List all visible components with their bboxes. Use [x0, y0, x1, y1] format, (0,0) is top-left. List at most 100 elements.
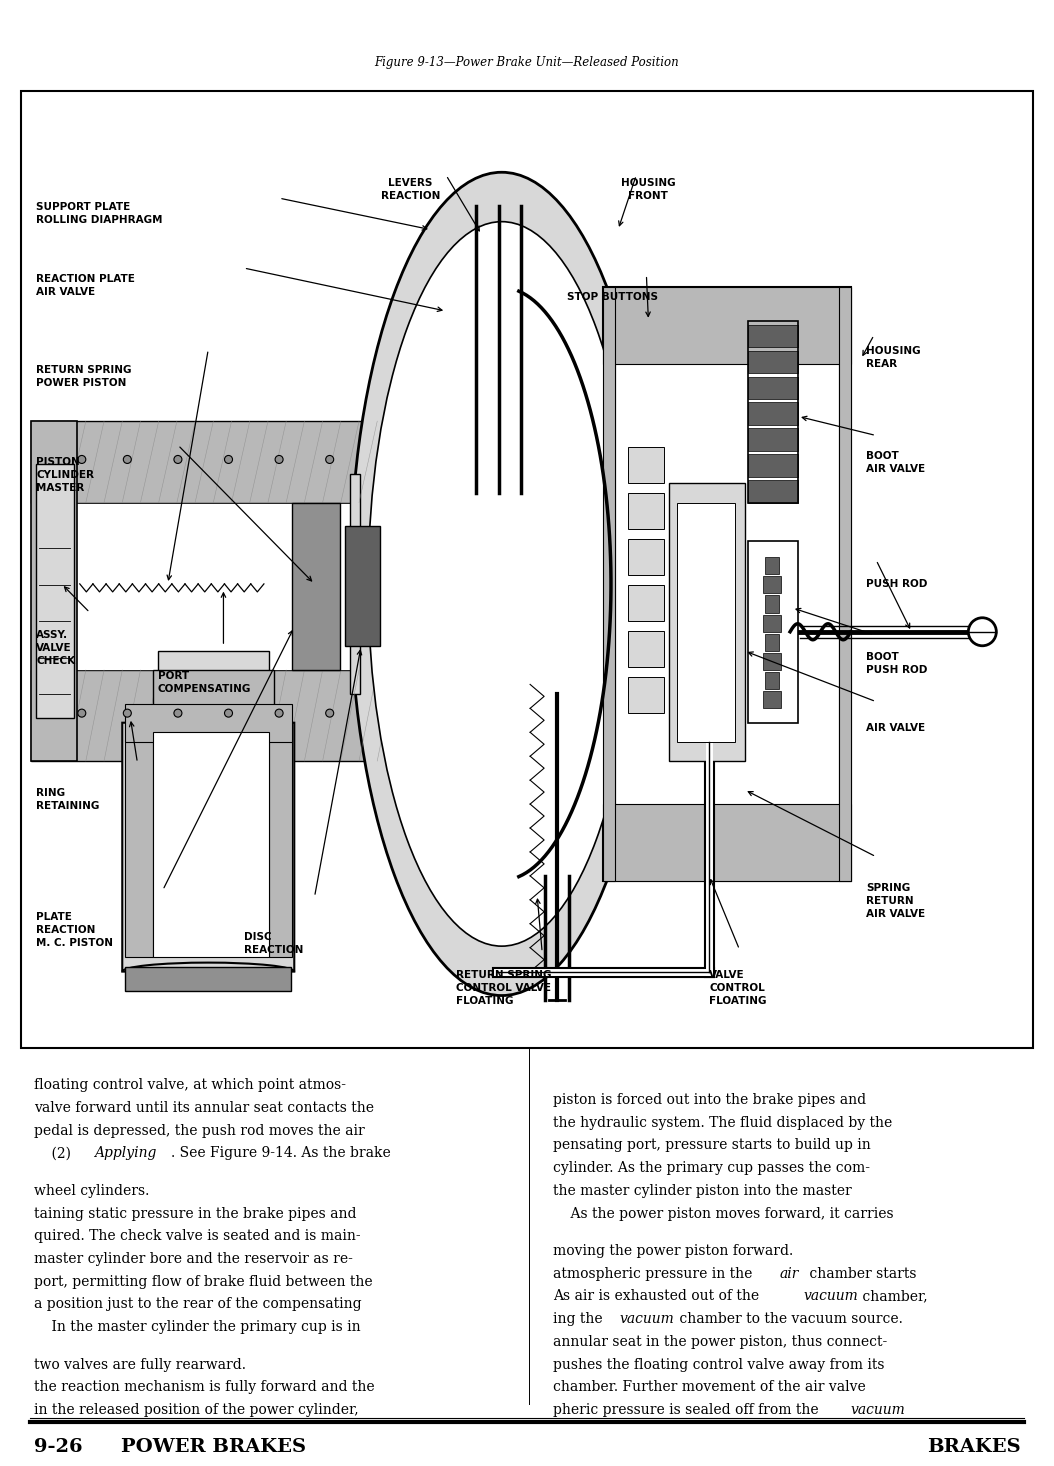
Text: cylinder. As the primary cup passes the com-: cylinder. As the primary cup passes the … [553, 1161, 871, 1176]
Bar [628, 677, 664, 712]
Text: As air is exhausted out of the: As air is exhausted out of the [553, 1290, 764, 1303]
Text: ASSY.: ASSY. [36, 630, 69, 639]
Bar [668, 484, 744, 761]
Bar [763, 614, 781, 632]
Text: REACTION: REACTION [380, 192, 441, 201]
Bar [763, 652, 781, 670]
Circle shape [78, 710, 85, 717]
Text: RETAINING: RETAINING [36, 802, 100, 811]
Bar [125, 723, 153, 957]
Text: chamber,: chamber, [858, 1290, 928, 1303]
Circle shape [275, 710, 284, 717]
Bar [350, 474, 360, 693]
Bar [153, 733, 269, 957]
Circle shape [225, 710, 233, 717]
Bar [125, 704, 292, 742]
Text: BOOT: BOOT [866, 452, 899, 462]
Text: VALVE: VALVE [709, 969, 745, 979]
Bar [32, 421, 578, 503]
Circle shape [275, 456, 284, 463]
Text: wheel cylinders.: wheel cylinders. [34, 1183, 149, 1198]
Text: PUSH ROD: PUSH ROD [866, 579, 928, 589]
Text: taining static pressure in the brake pipes and: taining static pressure in the brake pip… [34, 1207, 356, 1221]
Text: chamber to the vacuum source.: chamber to the vacuum source. [675, 1312, 902, 1327]
Text: Applying: Applying [94, 1146, 156, 1161]
Text: SUPPORT PLATE: SUPPORT PLATE [36, 202, 131, 213]
Bar [158, 651, 269, 761]
Text: the master cylinder piston into the master: the master cylinder piston into the mast… [553, 1183, 852, 1198]
Bar [603, 287, 851, 881]
Text: master cylinder bore and the reservoir as re-: master cylinder bore and the reservoir a… [34, 1252, 353, 1267]
Text: PUSH ROD: PUSH ROD [866, 666, 928, 676]
Text: ROLLING DIAPHRAGM: ROLLING DIAPHRAGM [36, 216, 162, 226]
Text: valve forward until its annular seat contacts the: valve forward until its annular seat con… [34, 1101, 374, 1116]
Bar [292, 503, 339, 670]
Text: PISTON: PISTON [36, 457, 80, 468]
Bar [36, 465, 74, 718]
Text: ing the: ing the [553, 1312, 607, 1327]
Text: MASTER: MASTER [36, 484, 84, 494]
Bar [125, 966, 291, 991]
Circle shape [225, 456, 233, 463]
Text: RETURN: RETURN [866, 896, 914, 906]
Text: As the power piston moves forward, it carries: As the power piston moves forward, it ca… [553, 1207, 894, 1221]
Text: REACTION: REACTION [243, 944, 304, 954]
Text: RETURN SPRING: RETURN SPRING [36, 365, 132, 375]
Bar [747, 541, 798, 723]
Text: AIR VALVE: AIR VALVE [866, 723, 925, 733]
Text: in the released position of the power cylinder,: in the released position of the power cy… [34, 1403, 358, 1418]
Circle shape [326, 456, 334, 463]
Text: VALVE: VALVE [36, 642, 72, 652]
Text: FLOATING: FLOATING [709, 995, 766, 1006]
Bar [345, 526, 380, 647]
Text: chamber starts: chamber starts [805, 1267, 917, 1281]
Bar [747, 377, 798, 399]
Bar [677, 503, 736, 742]
Text: M. C. PISTON: M. C. PISTON [36, 938, 113, 949]
Text: . See Figure 9-14. As the brake: . See Figure 9-14. As the brake [171, 1146, 390, 1161]
Text: atmospheric pressure in the: atmospheric pressure in the [553, 1267, 757, 1281]
Text: PLATE: PLATE [36, 912, 72, 922]
Text: DISC: DISC [243, 932, 271, 941]
Text: 9-26: 9-26 [34, 1438, 82, 1456]
Bar [747, 454, 798, 476]
Text: RING: RING [36, 789, 65, 798]
Text: the reaction mechanism is fully forward and the: the reaction mechanism is fully forward … [34, 1381, 374, 1394]
Ellipse shape [368, 221, 636, 946]
Bar [747, 403, 798, 425]
Circle shape [123, 710, 132, 717]
Bar [747, 321, 798, 503]
Text: HOUSING: HOUSING [621, 179, 676, 189]
Text: FLOATING: FLOATING [456, 995, 513, 1006]
Text: piston is forced out into the brake pipes and: piston is forced out into the brake pipe… [553, 1092, 866, 1107]
Text: REACTION: REACTION [36, 925, 96, 935]
Text: Figure 9-13—Power Brake Unit—Released Position: Figure 9-13—Power Brake Unit—Released Po… [374, 56, 680, 69]
Text: CONTROL: CONTROL [709, 982, 765, 992]
Text: BOOT: BOOT [866, 652, 899, 663]
Circle shape [969, 617, 996, 645]
Text: POWER PISTON: POWER PISTON [36, 378, 126, 388]
Text: the hydraulic system. The fluid displaced by the: the hydraulic system. The fluid displace… [553, 1116, 893, 1130]
Text: PORT: PORT [158, 671, 189, 682]
Circle shape [78, 456, 85, 463]
Text: vacuum: vacuum [620, 1312, 675, 1327]
Text: HOUSING: HOUSING [866, 346, 920, 356]
Bar [628, 447, 664, 484]
Bar [763, 576, 781, 594]
Text: vacuum: vacuum [851, 1403, 905, 1418]
Text: BRAKES: BRAKES [926, 1438, 1020, 1456]
Text: AIR VALVE: AIR VALVE [866, 909, 925, 919]
Text: COMPENSATING: COMPENSATING [158, 685, 251, 695]
Circle shape [123, 456, 132, 463]
Bar [32, 503, 578, 670]
Bar [747, 428, 798, 450]
Text: POWER BRAKES: POWER BRAKES [121, 1438, 307, 1456]
Text: RETURN SPRING: RETURN SPRING [456, 969, 551, 979]
Bar [21, 91, 1033, 1048]
Bar [747, 481, 798, 503]
Text: vacuum: vacuum [803, 1290, 858, 1303]
Text: AIR VALVE: AIR VALVE [36, 287, 95, 298]
Text: pheric pressure is sealed off from the: pheric pressure is sealed off from the [553, 1403, 823, 1418]
Bar [32, 421, 77, 761]
Ellipse shape [350, 173, 653, 995]
